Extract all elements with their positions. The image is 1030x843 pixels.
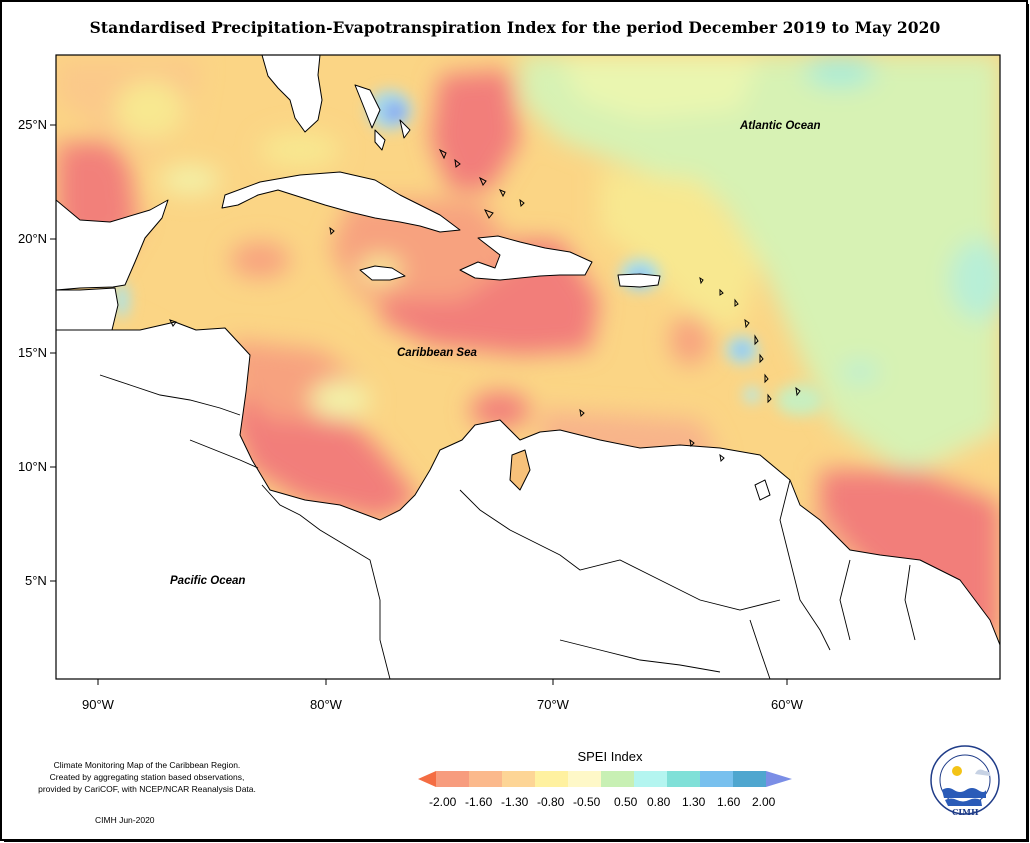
legend-break: -2.00 xyxy=(429,795,457,809)
atlantic-ocean-label: Atlantic Ocean xyxy=(740,120,821,132)
legend-break: 0.50 xyxy=(614,795,638,809)
logo-text: CIMH xyxy=(952,807,979,817)
legend-break: -1.30 xyxy=(501,795,529,809)
note-line: provided by CariCOF, with NCEP/NCAR Rean… xyxy=(38,784,256,794)
land xyxy=(56,55,1000,679)
spei-colorbar xyxy=(418,771,792,787)
legend-break: -1.60 xyxy=(465,795,493,809)
legend-break: 1.30 xyxy=(682,795,706,809)
lon-tick-90w: 90°W xyxy=(82,697,114,712)
legend-break: 2.00 xyxy=(752,795,776,809)
legend-break: -0.50 xyxy=(573,795,601,809)
lat-tick-20n: 20°N xyxy=(18,231,48,246)
lon-tick-80w: 80°W xyxy=(310,697,342,712)
chart-title: Standardised Precipitation-Evapotranspir… xyxy=(89,18,941,37)
legend-title: SPEI Index xyxy=(577,749,643,764)
lat-tick-5n: 5°N xyxy=(25,573,47,588)
lon-tick-70w: 70°W xyxy=(537,697,569,712)
legend-break: -0.80 xyxy=(537,795,565,809)
pacific-ocean-label: Pacific Ocean xyxy=(170,575,246,587)
caribbean-sea-label: Caribbean Sea xyxy=(397,347,477,359)
lon-tick-60w: 60°W xyxy=(771,697,803,712)
map-note: Climate Monitoring Map of the Caribbean … xyxy=(22,759,272,795)
note-line: Created by aggregating station based obs… xyxy=(49,772,245,782)
spei-field xyxy=(56,55,1000,679)
legend-break: 0.80 xyxy=(647,795,671,809)
map-frame xyxy=(55,54,1001,680)
lat-tick-15n: 15°N xyxy=(18,345,48,360)
cimh-logo xyxy=(930,745,1000,815)
legend-break: 1.60 xyxy=(717,795,741,809)
note-line: Climate Monitoring Map of the Caribbean … xyxy=(53,760,241,770)
lat-tick-25n: 25°N xyxy=(18,117,48,132)
lat-tick-10n: 10°N xyxy=(18,459,48,474)
credit-label: CIMH Jun-2020 xyxy=(95,815,155,825)
